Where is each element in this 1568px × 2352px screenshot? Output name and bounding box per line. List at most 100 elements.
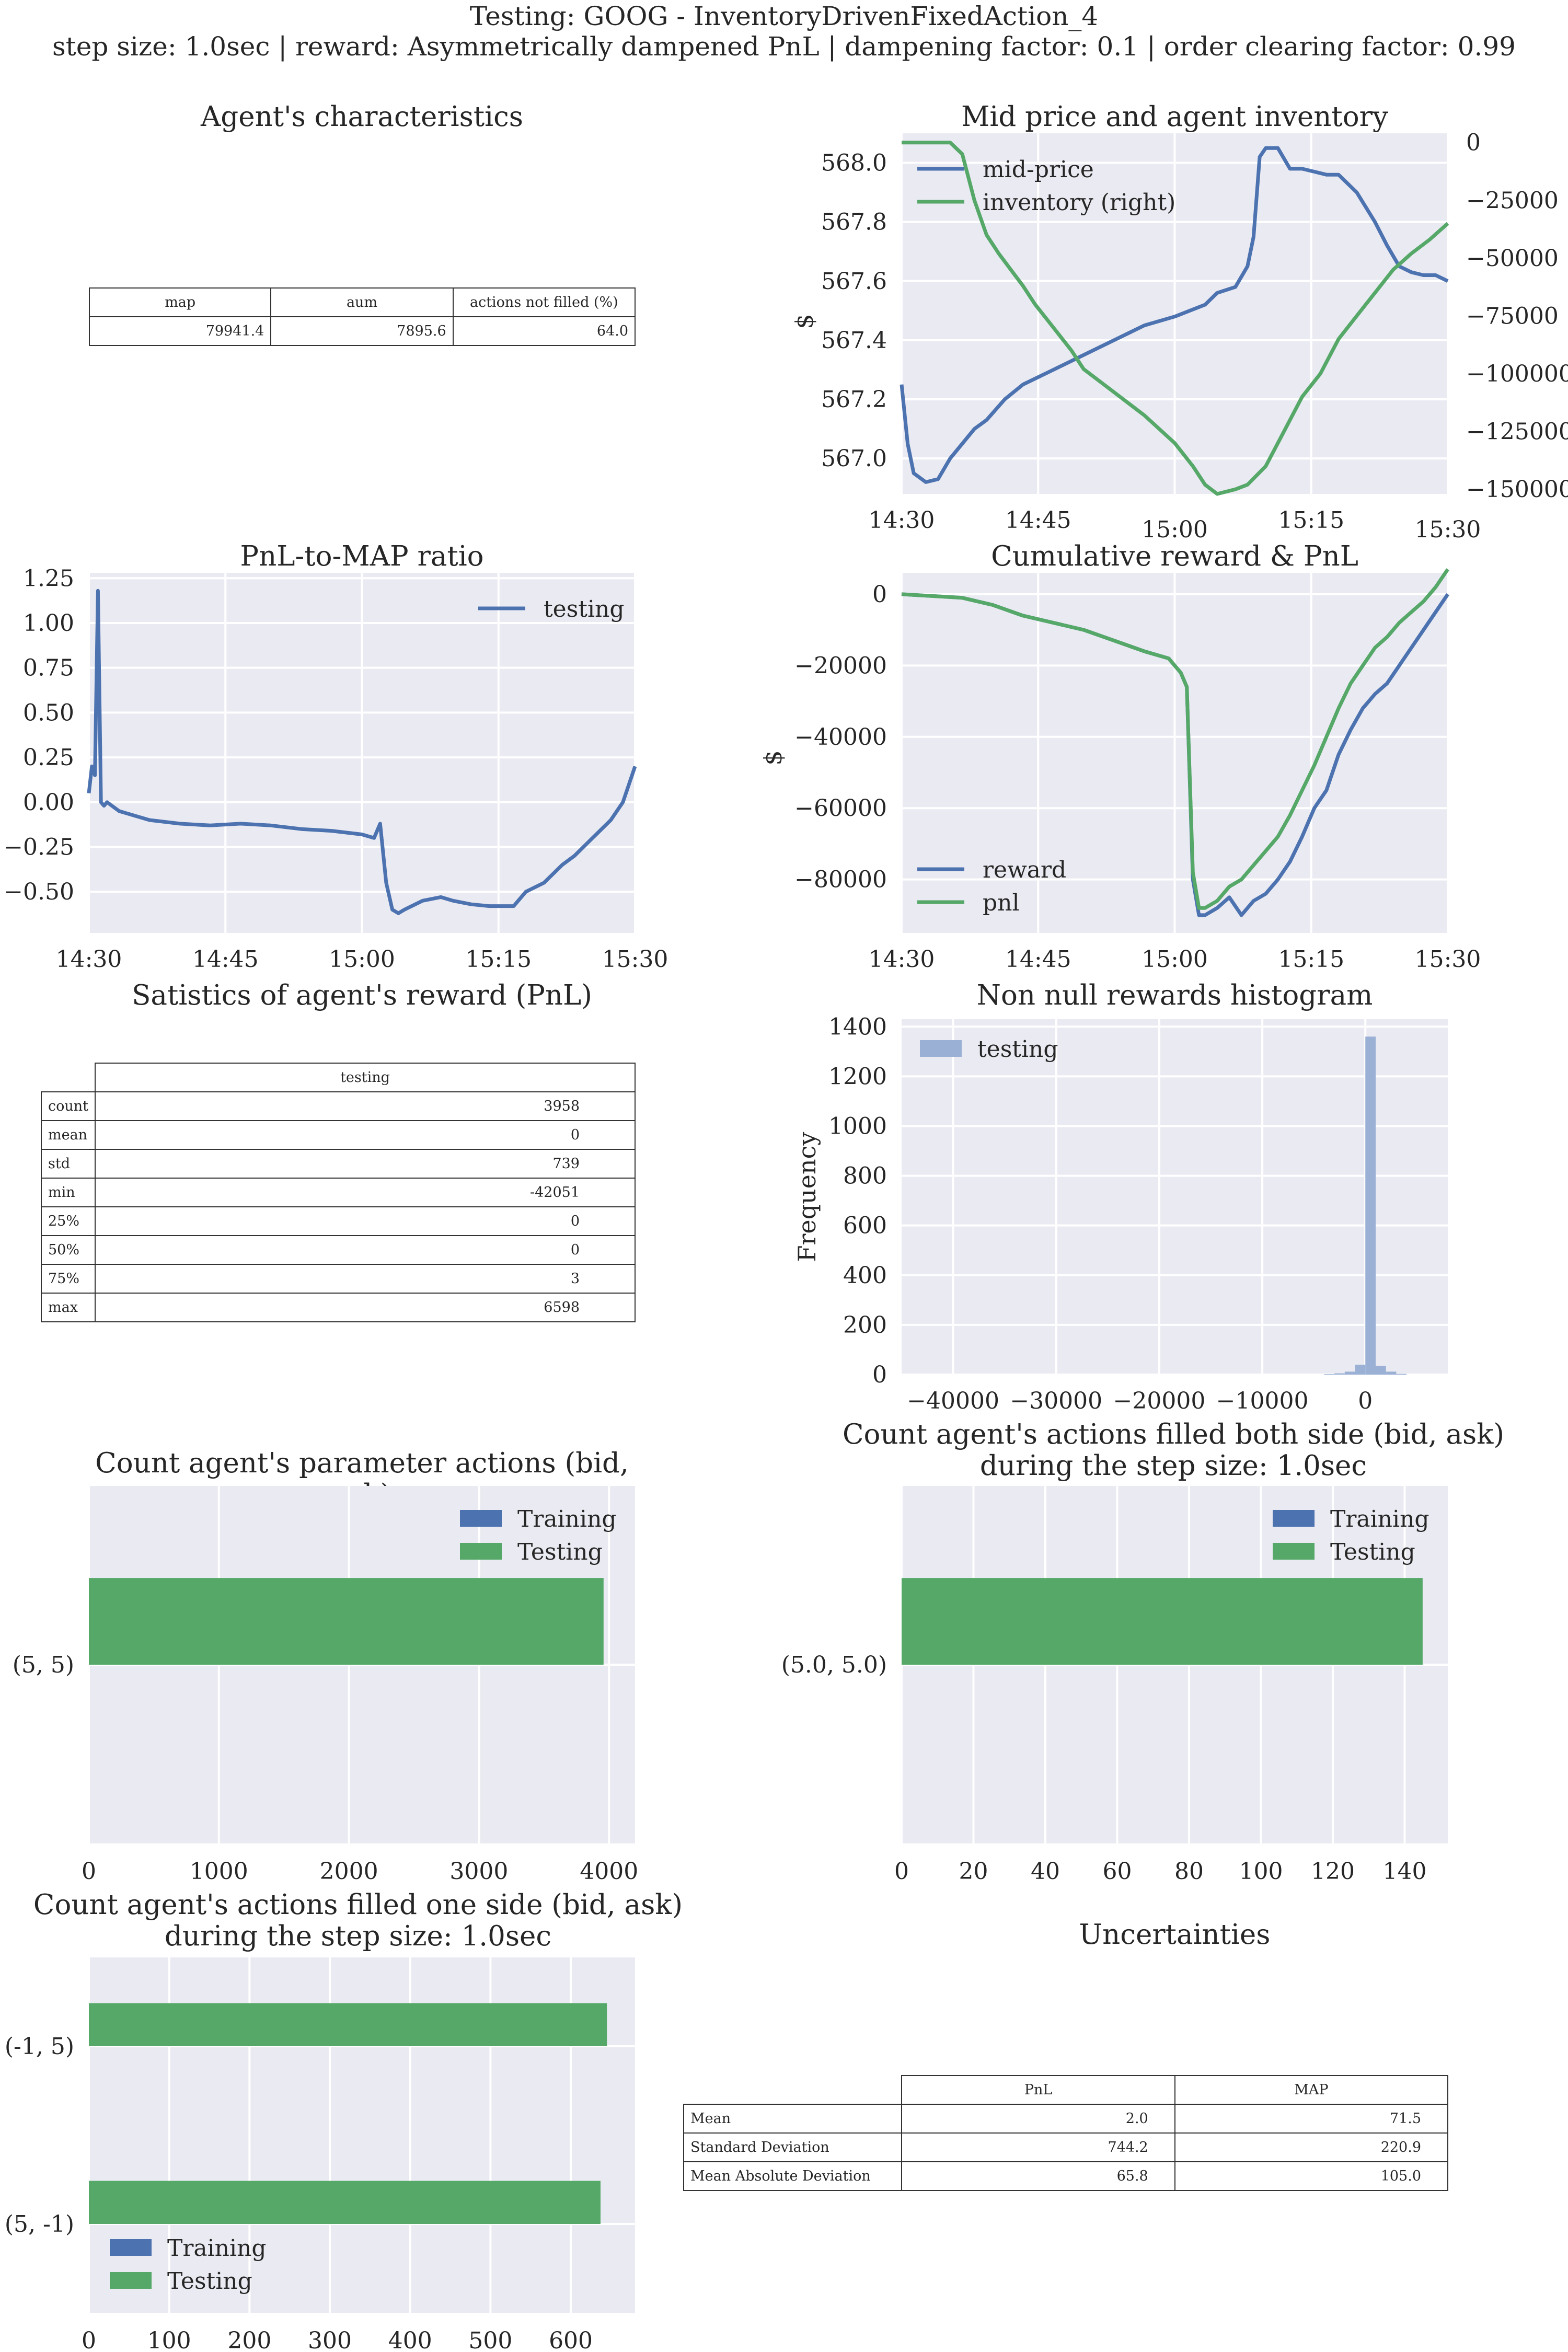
y2-tick-label: −125000 xyxy=(1466,419,1568,445)
table-cell: 3958 xyxy=(95,1091,636,1121)
y2-tick-label: −25000 xyxy=(1466,187,1559,214)
legend-label: Training xyxy=(167,2235,267,2262)
table-cell: 744.2 xyxy=(901,2132,1175,2162)
x-tick-label: 14:45 xyxy=(1005,946,1071,973)
y-tick-label: 0.75 xyxy=(23,655,74,682)
hist-bar xyxy=(1355,1364,1366,1375)
y-tick-label: −20000 xyxy=(794,652,887,679)
legend-label: Testing xyxy=(1330,1539,1415,1565)
y-tick-label: 567.8 xyxy=(821,209,887,236)
y-tick-label: (5, 5) xyxy=(13,1652,74,1678)
x-tick-label: 500 xyxy=(468,2327,512,2352)
legend-label: pnl xyxy=(983,890,1020,916)
y-tick-label: 1000 xyxy=(828,1113,887,1139)
x-tick-label: 14:30 xyxy=(56,946,122,973)
y-tick-label: 0.25 xyxy=(23,744,74,771)
y-tick-label: 0.50 xyxy=(23,699,74,726)
y-tick-label: −80000 xyxy=(794,867,887,893)
legend-swatch xyxy=(1273,1510,1315,1527)
y-tick-label: 567.4 xyxy=(821,327,887,354)
x-tick-label: 40 xyxy=(1031,1858,1060,1885)
table-header: testing xyxy=(95,1063,636,1092)
y-tick-label: 1400 xyxy=(828,1013,887,1040)
x-tick-label: 0 xyxy=(1358,1388,1373,1414)
legend-label: mid-price xyxy=(983,156,1094,183)
table-cell: 0 xyxy=(95,1120,636,1150)
x-tick-label: 0 xyxy=(82,2327,96,2352)
table-row: 75% 3 xyxy=(40,1264,636,1294)
table-row: mean 0 xyxy=(40,1120,636,1150)
x-tick-label: 80 xyxy=(1174,1858,1204,1885)
row-label: mean xyxy=(40,1120,96,1150)
series-line xyxy=(901,568,1449,910)
row-label: max xyxy=(40,1293,96,1322)
x-tick-label: 100 xyxy=(147,2327,191,2352)
row-label: 25% xyxy=(40,1206,96,1236)
y-tick-label: −40000 xyxy=(794,724,887,751)
x-tick-label: 3000 xyxy=(449,1858,508,1885)
legend-label: inventory (right) xyxy=(983,189,1175,216)
y-tick-label: −0.25 xyxy=(4,834,74,860)
x-tick-label: −30000 xyxy=(1010,1388,1102,1414)
table-header: PnL xyxy=(901,2075,1175,2105)
y-tick-label: 568.0 xyxy=(821,150,887,177)
x-tick-label: 600 xyxy=(549,2327,593,2352)
table-row: 25% 0 xyxy=(40,1206,636,1236)
table-row: Mean 2.0 71.5 xyxy=(683,2104,1449,2134)
y-axis-label: $ xyxy=(759,750,787,765)
agent-characteristics-table: map aum actions not filled (%) 79941.4 7… xyxy=(88,287,636,346)
x-tick-label: 140 xyxy=(1383,1858,1427,1885)
table-row: 50% 0 xyxy=(40,1235,636,1265)
x-tick-label: 14:30 xyxy=(869,946,935,973)
table-row: Standard Deviation 744.2 220.9 xyxy=(683,2132,1449,2162)
cum-reward-title: Cumulative reward & PnL xyxy=(991,540,1358,572)
bar xyxy=(902,1578,1423,1665)
y-tick-label: 567.2 xyxy=(821,386,887,413)
series-line xyxy=(902,141,1449,496)
x-tick-label: 14:30 xyxy=(869,507,935,534)
x-tick-label: 2000 xyxy=(320,1858,378,1885)
legend-label: reward xyxy=(983,857,1066,883)
table-cell: 71.5 xyxy=(1174,2104,1449,2134)
x-tick-label: 15:30 xyxy=(1415,946,1481,973)
x-tick-label: 15:30 xyxy=(1415,516,1481,543)
x-tick-label: −10000 xyxy=(1216,1388,1309,1414)
x-tick-label: 15:30 xyxy=(602,946,668,973)
legend-label: Testing xyxy=(167,2268,252,2295)
y-tick-label: 1.25 xyxy=(23,565,74,592)
table-cell: 79941.4 xyxy=(88,316,272,346)
series-line xyxy=(87,589,637,915)
filled-one-title: Count agent's actions filled one side (b… xyxy=(33,1889,683,1952)
row-label: min xyxy=(40,1178,96,1207)
row-label: Mean Absolute Deviation xyxy=(683,2161,903,2191)
x-tick-label: 120 xyxy=(1311,1858,1355,1885)
y-tick-label: 567.0 xyxy=(821,445,887,472)
y-axis-label: $ xyxy=(790,314,818,329)
table-header: MAP xyxy=(1174,2075,1449,2105)
table-header: aum xyxy=(270,287,454,317)
agent-characteristics-title: Agent's characteristics xyxy=(201,101,523,133)
bar xyxy=(89,2003,607,2046)
legend-swatch xyxy=(110,2272,152,2289)
x-tick-label: 15:15 xyxy=(465,946,532,973)
legend-swatch xyxy=(920,1040,962,1057)
uncertainties-title: Uncertainties xyxy=(1079,1919,1271,1951)
row-label: Mean xyxy=(683,2104,903,2134)
bar xyxy=(89,2181,601,2224)
table-cell: 65.8 xyxy=(901,2161,1175,2191)
y2-tick-label: −50000 xyxy=(1466,245,1559,272)
figure-title: Testing: GOOG - InventoryDrivenFixedActi… xyxy=(469,1,1099,31)
legend-swatch xyxy=(110,2239,152,2256)
y-tick-label: −0.50 xyxy=(4,879,74,905)
y-tick-label: 0.00 xyxy=(23,789,74,816)
y2-tick-label: −100000 xyxy=(1466,361,1568,387)
hist-bar xyxy=(1344,1371,1355,1375)
x-tick-label: 400 xyxy=(388,2327,432,2352)
table-row: Mean Absolute Deviation 65.8 105.0 xyxy=(683,2161,1449,2191)
x-tick-label: 15:00 xyxy=(1142,516,1208,543)
row-label: 50% xyxy=(40,1235,96,1265)
y-tick-label: 0 xyxy=(872,581,887,608)
mid-price-title: Mid price and agent inventory xyxy=(961,101,1388,133)
row-label: 75% xyxy=(40,1264,96,1294)
